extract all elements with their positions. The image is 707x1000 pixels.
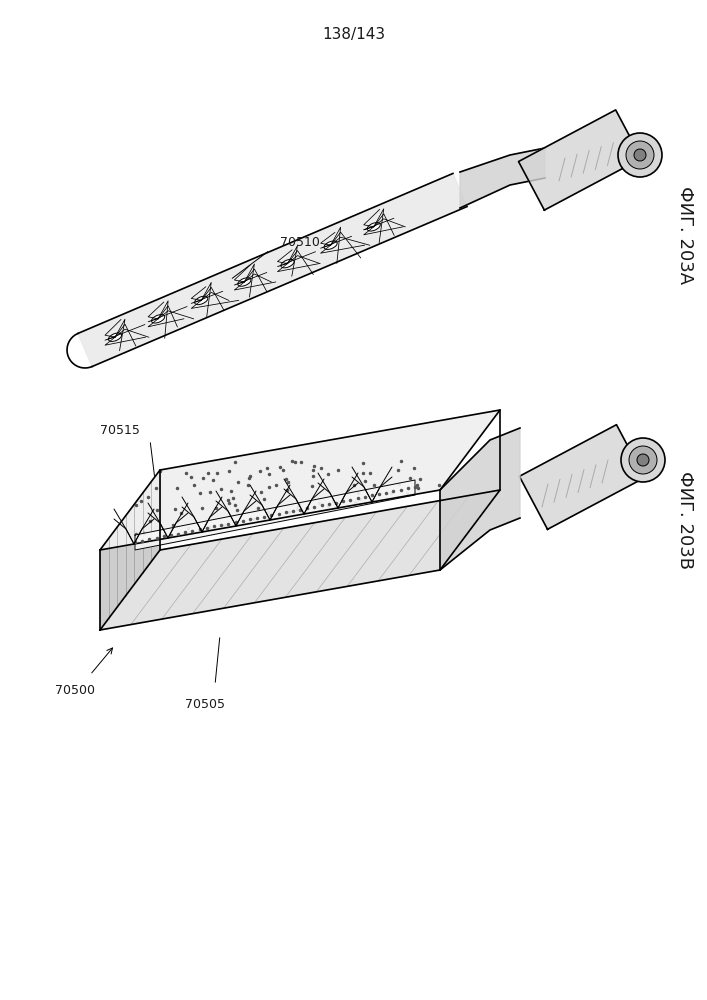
Ellipse shape [151,315,165,323]
Polygon shape [440,428,520,570]
Polygon shape [78,173,467,367]
Ellipse shape [324,241,337,249]
Polygon shape [460,148,545,208]
Circle shape [637,454,649,466]
Circle shape [626,141,654,169]
Polygon shape [520,425,645,529]
Text: 70510: 70510 [280,235,320,248]
Text: 70505: 70505 [185,698,225,712]
Ellipse shape [108,333,122,341]
Text: 70500: 70500 [55,684,95,696]
Text: ФИГ. 203А: ФИГ. 203А [676,186,694,284]
Polygon shape [135,480,415,550]
Text: ФИГ. 203В: ФИГ. 203В [676,471,694,569]
Ellipse shape [238,278,251,286]
Polygon shape [518,110,641,210]
Circle shape [629,446,657,474]
Circle shape [618,133,662,177]
Text: 138/143: 138/143 [322,27,385,42]
Ellipse shape [367,223,380,231]
Text: 70515: 70515 [100,424,140,436]
Ellipse shape [281,259,294,268]
Polygon shape [100,410,500,550]
Polygon shape [100,490,500,630]
Circle shape [634,149,646,161]
Ellipse shape [194,296,208,305]
Polygon shape [100,470,160,630]
Circle shape [621,438,665,482]
